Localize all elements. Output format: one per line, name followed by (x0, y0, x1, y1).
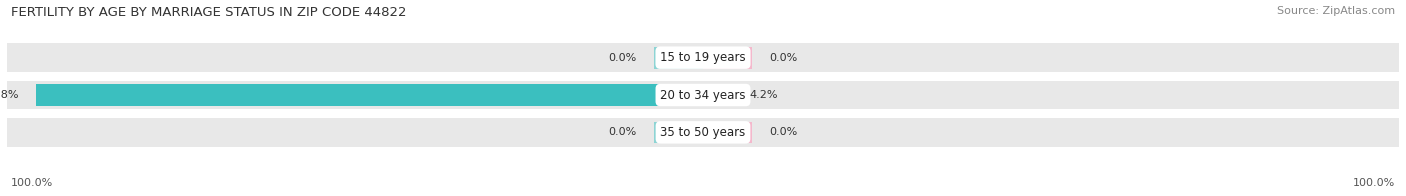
Text: 35 to 50 years: 35 to 50 years (661, 126, 745, 139)
Bar (7, 118, 1399, 147)
Bar (7, 81, 1399, 109)
Bar (703, 47, 752, 69)
Text: 15 to 19 years: 15 to 19 years (661, 51, 745, 64)
Text: 0.0%: 0.0% (609, 53, 637, 63)
Text: 95.8%: 95.8% (0, 90, 18, 100)
Bar (703, 122, 752, 143)
Bar (7, 44, 1399, 72)
Text: 100.0%: 100.0% (11, 178, 53, 188)
Text: 4.2%: 4.2% (749, 90, 778, 100)
Bar (37, 84, 703, 106)
Bar (654, 47, 703, 69)
Text: 20 to 34 years: 20 to 34 years (661, 89, 745, 102)
Text: Source: ZipAtlas.com: Source: ZipAtlas.com (1277, 6, 1395, 16)
Text: 0.0%: 0.0% (609, 127, 637, 137)
Text: 0.0%: 0.0% (769, 127, 797, 137)
Bar (654, 122, 703, 143)
Bar (703, 84, 733, 106)
Text: 0.0%: 0.0% (769, 53, 797, 63)
Text: FERTILITY BY AGE BY MARRIAGE STATUS IN ZIP CODE 44822: FERTILITY BY AGE BY MARRIAGE STATUS IN Z… (11, 6, 406, 19)
Text: 100.0%: 100.0% (1353, 178, 1395, 188)
